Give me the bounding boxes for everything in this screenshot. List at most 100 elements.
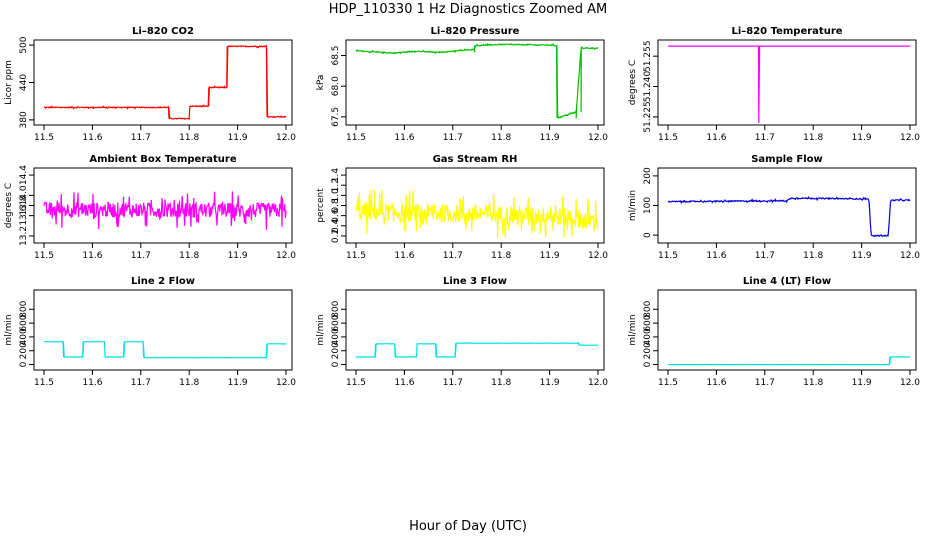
- y-tick-label: 13.6: [19, 205, 29, 225]
- x-tick-label: 11.7: [131, 251, 151, 261]
- x-tick-label: 11.9: [228, 133, 248, 143]
- x-tick-label: 11.6: [82, 378, 102, 388]
- y-tick-label: 0: [331, 361, 341, 367]
- x-tick-label: 11.9: [540, 378, 560, 388]
- x-tick-label: 11.9: [852, 378, 872, 388]
- y-tick-label: 51.255: [643, 40, 653, 72]
- y-tick-label: 200: [643, 342, 653, 359]
- x-tick-label: 11.9: [540, 251, 560, 261]
- y-tick-label: 800: [19, 300, 29, 317]
- y-tick-label: 51.240: [643, 71, 653, 103]
- y-axis-label: degrees C: [628, 60, 638, 105]
- y-axis-label: ml/min: [628, 314, 638, 345]
- page-title: HDP_110330 1 Hz Diagnostics Zoomed AM: [328, 2, 608, 17]
- y-tick-label: 440: [19, 74, 29, 91]
- x-tick-label: 12.0: [588, 251, 608, 261]
- y-axis-label: degrees C: [4, 183, 14, 228]
- x-tick-label: 11.7: [755, 251, 775, 261]
- x-tick-label: 11.7: [755, 133, 775, 143]
- series-line: [44, 340, 286, 359]
- y-tick-label: 400: [643, 328, 653, 345]
- panel-title: Line 2 Flow: [131, 276, 195, 287]
- x-tick-label: 11.5: [658, 378, 678, 388]
- y-tick-label: 0: [643, 361, 653, 367]
- y-tick-label: 500: [19, 36, 29, 53]
- panel-title: Ambient Box Temperature: [89, 154, 236, 165]
- x-tick-label: 12.0: [900, 378, 920, 388]
- panel-title: Li–820 Pressure: [431, 26, 520, 37]
- y-tick-label: 51.225: [643, 101, 653, 133]
- y-axis-label: ml/min: [316, 314, 326, 345]
- x-tick-label: 11.5: [346, 378, 366, 388]
- plot-frame: [345, 39, 605, 126]
- x-tick-label: 11.5: [346, 251, 366, 261]
- x-tick-label: 11.9: [852, 133, 872, 143]
- x-tick-label: 11.7: [131, 378, 151, 388]
- y-tick-label: 1.0: [331, 188, 341, 203]
- x-tick-label: 11.7: [755, 378, 775, 388]
- x-tick-label: 11.8: [803, 133, 823, 143]
- panel-title: Gas Stream RH: [433, 154, 518, 165]
- y-tick-label: 13.2: [19, 226, 29, 246]
- series-line: [668, 45, 910, 124]
- y-tick-label: 100: [643, 197, 653, 214]
- y-tick-label: 600: [331, 314, 341, 331]
- panel-0: Li–820 CO2 11.5 11.6 11.7 11.8 11.9 12.0 380 440…: [4, 26, 296, 143]
- panel-5: Sample Flow 11.5 11.6 11.7 11.8 11.9 12.0 0 100 2…: [628, 154, 920, 261]
- x-tick-label: 11.5: [34, 378, 54, 388]
- panel-title: Line 3 Flow: [443, 276, 507, 287]
- x-tick-label: 11.7: [443, 378, 463, 388]
- x-tick-label: 11.5: [34, 251, 54, 261]
- y-tick-label: 800: [331, 300, 341, 317]
- panel-title: Li–820 CO2: [132, 26, 194, 37]
- panel-6: Line 2 Flow 11.5 11.6 11.7 11.8 11.9 12.0 0 2004…: [4, 276, 296, 388]
- x-tick-label: 11.5: [34, 133, 54, 143]
- plot-frame: [33, 39, 293, 126]
- series-line: [355, 342, 599, 358]
- panel-3: Ambient Box Temperature 11.5 11.6 11.7 11.8 1…: [4, 154, 296, 261]
- series-line: [43, 44, 287, 120]
- panel-title: Li–820 Temperature: [731, 26, 842, 37]
- plot-frame: [657, 39, 917, 126]
- y-tick-label: 0.4: [331, 218, 341, 233]
- x-tick-label: 11.6: [82, 133, 102, 143]
- panel-2: Li–820 Temperature 11.5 11.6 11.7 11.8 11.9 12…: [628, 26, 920, 143]
- x-tick-label: 11.8: [491, 378, 511, 388]
- x-tick-label: 11.7: [443, 133, 463, 143]
- y-tick-label: 380: [19, 111, 29, 128]
- x-tick-label: 11.8: [179, 378, 199, 388]
- y-tick-label: 0: [643, 232, 653, 238]
- plot-frame: [657, 289, 917, 371]
- plot-frame: [345, 289, 605, 371]
- x-tick-label: 12.0: [276, 133, 296, 143]
- y-tick-label: 67.5: [331, 107, 341, 127]
- y-tick-label: 200: [331, 342, 341, 359]
- plot-frame: [657, 167, 917, 244]
- plot-frame: [33, 289, 293, 371]
- y-tick-label: 68.0: [331, 76, 341, 96]
- x-tick-label: 11.6: [394, 378, 414, 388]
- x-tick-label: 11.8: [179, 251, 199, 261]
- x-tick-label: 11.6: [706, 133, 726, 143]
- y-tick-label: 600: [643, 314, 653, 331]
- y-tick-label: 200: [643, 167, 653, 184]
- x-tick-label: 11.5: [346, 133, 366, 143]
- x-tick-label: 12.0: [900, 133, 920, 143]
- series-line: [355, 189, 599, 238]
- x-tick-label: 11.6: [706, 378, 726, 388]
- x-axis-label: Hour of Day (UTC): [409, 519, 527, 534]
- x-tick-label: 11.8: [491, 133, 511, 143]
- x-tick-label: 12.0: [276, 251, 296, 261]
- x-tick-label: 11.7: [443, 251, 463, 261]
- y-axis-label: ml/min: [4, 314, 14, 345]
- y-tick-label: 13.8: [19, 195, 29, 215]
- y-tick-label: 0.8: [331, 198, 341, 213]
- y-tick-label: 400: [331, 328, 341, 345]
- panel-8: Line 4 (LT) Flow 11.5 11.6 11.7 11.8 11.9 12.0…: [628, 276, 920, 388]
- y-axis-label: kPa: [316, 75, 326, 91]
- series-line: [668, 195, 911, 238]
- panel-title: Sample Flow: [751, 154, 823, 165]
- panel-1: Li–820 Pressure 11.5 11.6 11.7 11.8 11.9 12.0 6…: [316, 26, 608, 143]
- y-tick-label: 600: [19, 314, 29, 331]
